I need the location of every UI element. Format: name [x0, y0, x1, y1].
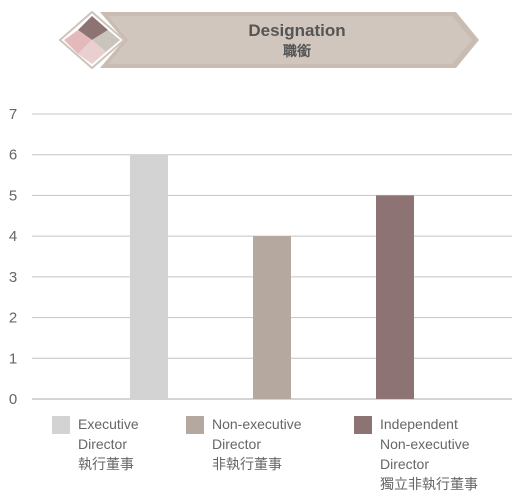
y-axis-ticks: 0 1 2 3 4 5 6 7 — [9, 106, 17, 408]
y-tick-label: 7 — [9, 106, 17, 123]
bar — [130, 154, 168, 399]
bar — [376, 195, 414, 399]
legend: Executive Director 執行董事 Non-executive Direct… — [0, 414, 512, 493]
bar — [253, 236, 291, 399]
logo-quadrant-bottom — [78, 40, 106, 64]
y-tick-label: 6 — [9, 147, 17, 164]
legend-label-line: Non-executive — [212, 416, 302, 432]
y-tick-label: 5 — [9, 187, 17, 204]
y-tick-label: 4 — [9, 228, 17, 245]
logo-quadrant-left — [64, 30, 92, 54]
legend-item: Executive Director 執行董事 — [52, 414, 139, 474]
header-subtitle: 職銜 — [283, 43, 311, 59]
legend-swatch — [354, 416, 372, 434]
legend-item: Independent Non-executive Director 獨立非執行董事 — [354, 414, 478, 494]
legend-label-line: 獨立非執行董事 — [380, 476, 478, 492]
header-banner: Designation 職銜 — [58, 10, 479, 70]
legend-label-line: Non-executive — [380, 436, 470, 452]
legend-label-line: Independent — [380, 416, 458, 432]
legend-label-line: 執行董事 — [78, 456, 134, 472]
y-tick-label: 3 — [9, 269, 17, 286]
legend-label-line: Director — [78, 436, 128, 452]
banner-inner — [108, 16, 472, 64]
legend-swatch — [52, 416, 70, 434]
legend-item: Non-executive Director 非執行董事 — [186, 414, 302, 474]
y-tick-label: 0 — [9, 391, 17, 408]
logo-quadrant-right — [92, 30, 120, 52]
header-title: Designation — [248, 21, 345, 40]
bars — [130, 154, 414, 399]
legend-label: Independent Non-executive Director 獨立非執行董事 — [380, 414, 478, 494]
legend-swatch — [186, 416, 204, 434]
y-tick-label: 2 — [9, 310, 17, 327]
legend-label-line: Executive — [78, 416, 139, 432]
legend-label: Executive Director 執行董事 — [78, 414, 139, 474]
legend-label-line: 非執行董事 — [212, 456, 282, 472]
y-tick-label: 1 — [9, 350, 17, 367]
legend-label-line: Director — [212, 436, 262, 452]
legend-label: Non-executive Director 非執行董事 — [212, 414, 302, 474]
legend-label-line: Director — [380, 456, 430, 472]
logo-quadrant-top — [78, 16, 108, 40]
